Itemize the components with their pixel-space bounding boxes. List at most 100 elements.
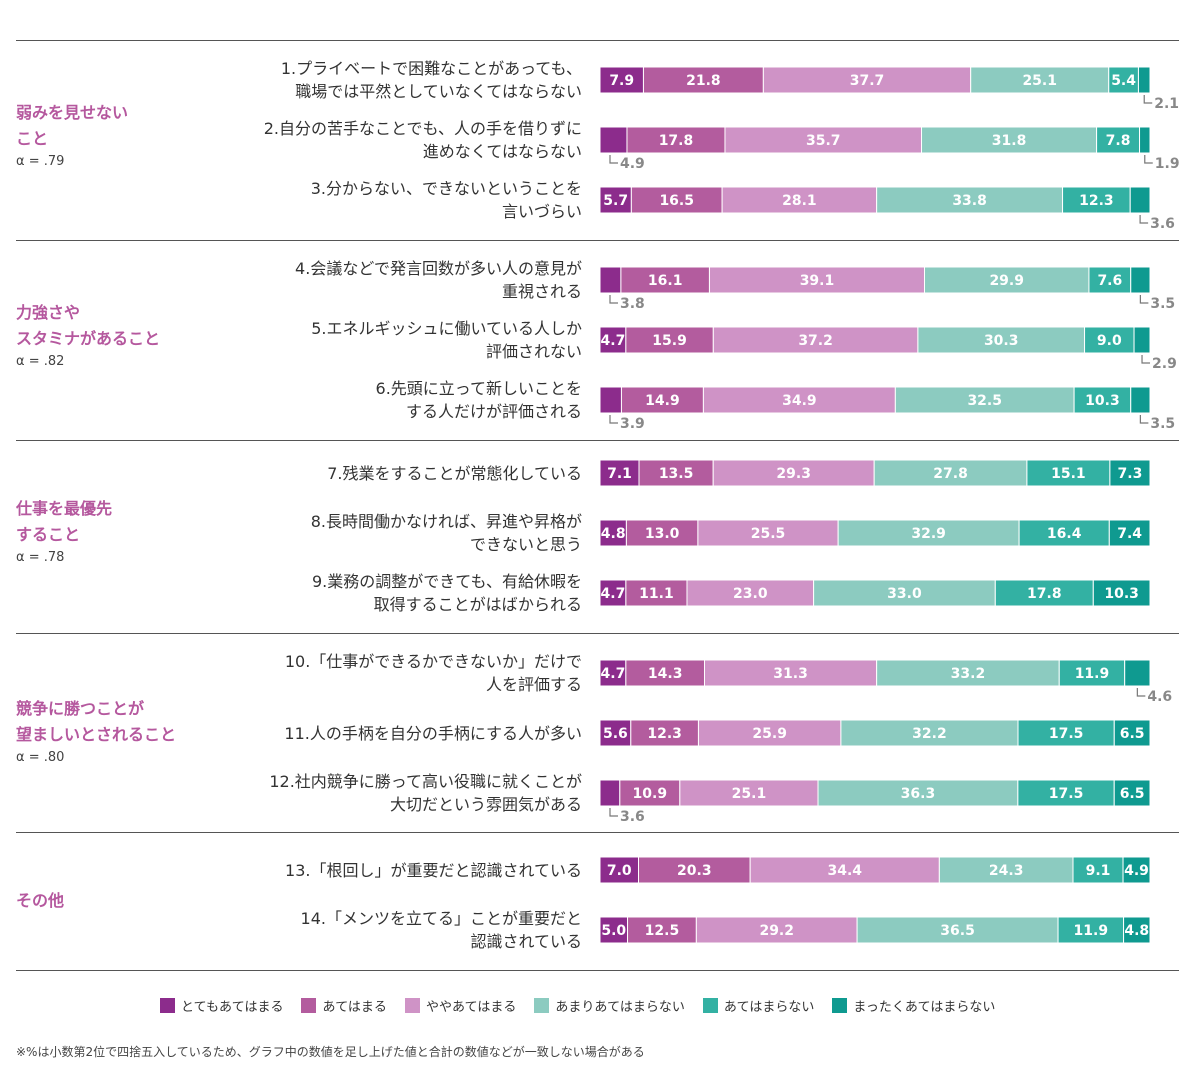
leader-line xyxy=(1143,95,1153,104)
data-label-outside: 3.8 xyxy=(620,296,645,312)
data-label: 24.3 xyxy=(989,863,1024,879)
bar-segment xyxy=(921,126,1098,154)
group-label: 仕事を最優先 すること α = .78 xyxy=(16,496,246,565)
data-label: 16.1 xyxy=(648,273,683,289)
bar-segment xyxy=(917,326,1086,354)
bar-segment xyxy=(1084,326,1135,354)
bar-segment xyxy=(894,386,1075,414)
group-divider xyxy=(16,832,1179,833)
bar-segment xyxy=(638,459,714,487)
data-label: 9.0 xyxy=(1097,333,1122,349)
bar-segment xyxy=(620,266,710,294)
data-label: 35.7 xyxy=(806,133,841,149)
group-title: その他 xyxy=(16,891,65,910)
bar-segment xyxy=(749,856,940,884)
data-label: 15.1 xyxy=(1051,466,1086,482)
data-label: 16.4 xyxy=(1047,526,1082,542)
bar-segment xyxy=(599,66,644,94)
bar-segment xyxy=(625,326,714,354)
item-label: 10.「仕事ができるかできないか」だけで 人を評価する xyxy=(284,652,582,694)
group-title: 力強さや スタミナがあること xyxy=(16,303,161,348)
data-label: 20.3 xyxy=(677,863,712,879)
data-label: 4.8 xyxy=(1124,923,1149,939)
legend-swatch xyxy=(301,998,317,1013)
leader-line xyxy=(1139,295,1149,304)
data-label: 33.8 xyxy=(952,193,987,209)
bar-segment xyxy=(724,126,923,154)
data-label: 29.2 xyxy=(759,923,794,939)
bar-segment xyxy=(599,459,640,487)
data-label-outside: 3.5 xyxy=(1150,296,1175,312)
data-label: 4.8 xyxy=(601,526,626,542)
group-title: 仕事を最優先 すること xyxy=(16,499,113,544)
data-label: 39.1 xyxy=(800,273,835,289)
legend-item: あてはまる xyxy=(301,996,387,1015)
bar-segment xyxy=(1137,66,1151,94)
data-label-outside: 4.9 xyxy=(620,156,645,172)
data-label-outside: 3.5 xyxy=(1150,416,1175,432)
bar-segment xyxy=(1108,519,1151,547)
group-divider xyxy=(16,633,1179,634)
bar-segment xyxy=(697,519,839,547)
bar-segment xyxy=(708,266,926,294)
data-label: 4.7 xyxy=(601,333,626,349)
data-label: 25.9 xyxy=(752,726,787,742)
bar-segment xyxy=(970,66,1110,94)
bar-segment xyxy=(620,386,704,414)
data-label: 10.9 xyxy=(633,786,668,802)
data-label: 7.1 xyxy=(607,466,632,482)
data-label: 34.4 xyxy=(827,863,862,879)
data-label: 37.7 xyxy=(850,73,885,89)
item-label: 7.残業をすることが常態化している xyxy=(327,463,582,483)
data-label: 36.3 xyxy=(901,786,936,802)
data-label: 14.3 xyxy=(648,666,683,682)
data-label: 30.3 xyxy=(984,333,1019,349)
leader-line xyxy=(1136,688,1146,697)
bar-segment xyxy=(1109,459,1151,487)
bar-segment xyxy=(1092,579,1151,607)
group-title: 競争に勝つことが 望ましいとされること xyxy=(16,699,177,744)
legend-label: あてはまる xyxy=(322,1000,387,1015)
group-divider xyxy=(16,970,1179,971)
data-label: 13.0 xyxy=(645,526,680,542)
data-label: 14.9 xyxy=(645,393,680,409)
data-label: 21.8 xyxy=(686,73,721,89)
bar-segment xyxy=(1072,856,1124,884)
bar-segment xyxy=(1130,386,1151,414)
item-label: 6.先頭に立って新しいことを する人だけが評価される xyxy=(375,379,582,421)
bar-segment xyxy=(1133,326,1151,354)
legend-item: あまりあてはまらない xyxy=(534,996,685,1015)
data-label: 32.9 xyxy=(911,526,946,542)
bar-segment xyxy=(627,916,697,944)
data-label: 32.5 xyxy=(967,393,1002,409)
bar-segment xyxy=(1130,266,1151,294)
item-label: 9.業務の調整ができても、有給休暇を 取得することがはばかられる xyxy=(312,572,582,614)
data-label: 11.9 xyxy=(1075,666,1110,682)
item-label: 2.自分の苦手なことでも、人の手を借りずに 進めなくてはならない xyxy=(263,119,582,161)
bar-segment xyxy=(837,519,1020,547)
leader-line xyxy=(609,808,618,817)
bar-segment xyxy=(599,659,627,687)
data-label: 17.8 xyxy=(1027,586,1062,602)
data-label: 10.3 xyxy=(1085,393,1120,409)
data-label: 9.1 xyxy=(1086,863,1111,879)
data-label: 25.5 xyxy=(751,526,786,542)
bar-segment xyxy=(686,579,815,607)
data-label: 16.5 xyxy=(659,193,694,209)
data-label: 5.4 xyxy=(1111,73,1136,89)
bar-segment xyxy=(599,779,621,807)
group-title: 弱みを見せない こと xyxy=(16,103,129,148)
data-label: 12.5 xyxy=(645,923,680,939)
bar-segment xyxy=(1113,719,1151,747)
data-label: 25.1 xyxy=(1022,73,1057,89)
group-alpha: α = .78 xyxy=(16,550,65,565)
item-label: 1.プライベートで困難なことがあっても、 職場では平然としていなくてはならない xyxy=(280,59,582,101)
data-label: 7.3 xyxy=(1118,466,1143,482)
data-label: 10.3 xyxy=(1104,586,1139,602)
leader-line xyxy=(1144,155,1153,164)
bar-segment xyxy=(813,579,996,607)
legend-item: ややあてはまる xyxy=(404,996,517,1015)
legend-label: ややあてはまる xyxy=(425,1000,517,1015)
bar-segment xyxy=(1122,856,1151,884)
